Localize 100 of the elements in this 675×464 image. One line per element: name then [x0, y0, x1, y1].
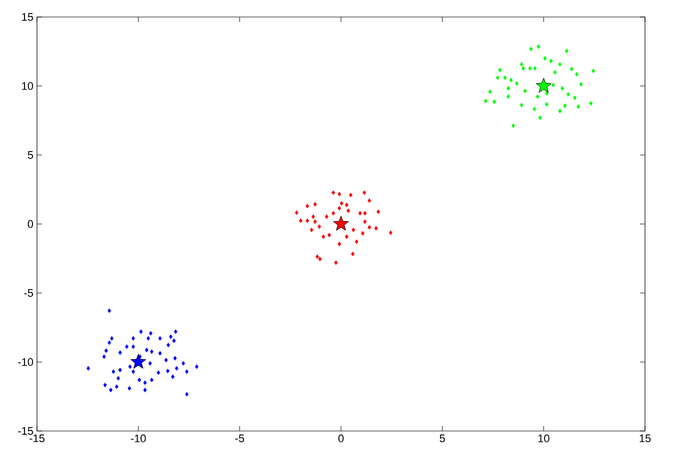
point — [346, 208, 350, 214]
point — [533, 66, 537, 71]
point — [110, 336, 114, 341]
point — [146, 336, 150, 341]
point — [324, 214, 328, 219]
point — [340, 201, 344, 206]
point — [158, 351, 162, 356]
point — [338, 206, 342, 211]
point — [148, 331, 152, 336]
point — [512, 123, 516, 128]
point — [164, 358, 168, 362]
point — [488, 89, 492, 94]
y-tick-label: 5 — [28, 151, 34, 159]
point — [143, 380, 147, 385]
point — [563, 103, 567, 108]
point — [108, 340, 112, 345]
y-tick-label: -10 — [18, 358, 34, 366]
point — [182, 361, 186, 366]
point — [166, 368, 170, 374]
point — [194, 364, 198, 369]
point — [166, 342, 170, 348]
point — [128, 386, 132, 391]
point — [332, 210, 336, 216]
point — [332, 190, 336, 195]
point — [185, 392, 189, 397]
point — [360, 230, 364, 236]
point — [553, 70, 557, 75]
point — [514, 81, 518, 86]
x-tick-label: -10 — [130, 434, 146, 442]
point — [322, 234, 326, 239]
point — [338, 242, 342, 246]
point — [350, 252, 355, 256]
point — [298, 218, 302, 223]
point — [150, 378, 154, 382]
point — [509, 78, 513, 82]
point — [86, 366, 90, 371]
point — [171, 374, 175, 380]
point — [549, 58, 553, 64]
point — [128, 364, 132, 369]
point — [150, 349, 154, 354]
point — [143, 388, 147, 392]
point — [544, 91, 548, 96]
point — [592, 68, 596, 74]
point — [496, 75, 500, 80]
y-tick-label: 15 — [22, 13, 34, 21]
point — [368, 225, 372, 230]
point — [376, 209, 380, 214]
point — [118, 368, 122, 372]
y-tick-label: -15 — [18, 427, 34, 435]
point — [144, 348, 148, 352]
point — [558, 62, 562, 67]
point — [108, 308, 112, 313]
point — [338, 192, 342, 196]
point — [104, 348, 108, 353]
point — [363, 210, 367, 216]
point — [589, 101, 593, 106]
point — [374, 226, 378, 231]
point — [543, 56, 547, 61]
point — [318, 224, 322, 229]
x-tick-label: 5 — [440, 434, 445, 442]
point — [551, 82, 555, 88]
x-tick-label: 15 — [640, 434, 651, 442]
point — [306, 204, 310, 208]
point — [156, 370, 160, 375]
y-tick-label: 0 — [28, 220, 34, 228]
point — [573, 95, 577, 100]
point — [544, 102, 548, 107]
point — [313, 202, 317, 207]
point — [118, 350, 122, 355]
point — [579, 82, 583, 87]
point — [109, 388, 113, 392]
x-tick-label: 10 — [538, 434, 550, 442]
point — [102, 354, 106, 359]
point — [327, 232, 332, 238]
point — [103, 382, 107, 388]
x-tick-label: -5 — [235, 434, 244, 442]
point — [132, 336, 136, 341]
point — [484, 98, 488, 104]
point — [368, 198, 372, 203]
point — [158, 336, 162, 341]
point — [566, 92, 570, 97]
point — [316, 254, 320, 259]
point — [139, 329, 143, 334]
point — [363, 219, 367, 224]
point — [294, 210, 298, 215]
point — [114, 384, 118, 389]
point — [172, 338, 176, 344]
point — [362, 190, 366, 195]
point — [358, 210, 362, 216]
point — [132, 369, 136, 374]
point — [536, 44, 540, 49]
point — [318, 256, 322, 262]
point — [498, 68, 502, 72]
point — [564, 48, 568, 54]
point — [311, 214, 316, 219]
point — [112, 369, 116, 374]
point — [506, 94, 510, 99]
point — [185, 369, 189, 374]
point — [492, 99, 496, 104]
x-tick-label: 0 — [338, 434, 344, 442]
